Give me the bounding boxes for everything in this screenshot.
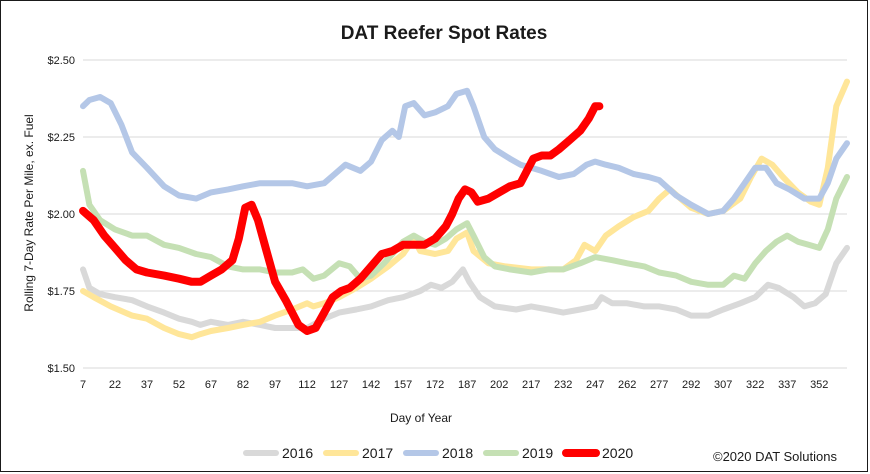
series-lines bbox=[79, 78, 850, 341]
x-tick-label: 7 bbox=[80, 379, 86, 391]
chart-title: DAT Reefer Spot Rates bbox=[341, 23, 548, 44]
x-tick-label: 52 bbox=[173, 379, 185, 391]
series-line-2017 bbox=[80, 78, 850, 341]
series-line-2018 bbox=[80, 87, 850, 217]
x-tick-label: 67 bbox=[205, 379, 217, 391]
x-tick-label: 232 bbox=[554, 379, 572, 391]
legend-label-2019: 2019 bbox=[522, 445, 553, 461]
y-tick-label: $2.00 bbox=[47, 209, 75, 221]
x-tick-labels: 7 22 37 52 67 82 97 112 127 142 157 172 187 202 217 232… bbox=[80, 379, 828, 391]
series-line-2020 bbox=[79, 102, 604, 335]
legend-label-2017: 2017 bbox=[362, 445, 393, 461]
x-tick-label: 82 bbox=[237, 379, 249, 391]
y-tick-label: $2.50 bbox=[47, 55, 75, 67]
x-tick-label: 112 bbox=[298, 379, 316, 391]
x-tick-label: 22 bbox=[109, 379, 121, 391]
x-tick-label: 97 bbox=[269, 379, 281, 391]
y-tick-label: $1.50 bbox=[47, 363, 75, 375]
y-axis-label: Rolling 7-Day Rate Per Mile, ex. Fuel bbox=[22, 114, 36, 311]
y-tick-label: $1.75 bbox=[47, 286, 75, 298]
legend-label-2016: 2016 bbox=[282, 445, 313, 461]
y-tick-labels: $1.50 $1.75 $2.00 $2.25 $2.50 bbox=[47, 55, 75, 375]
y-tick-label: $2.25 bbox=[47, 132, 75, 144]
x-tick-label: 142 bbox=[362, 379, 380, 391]
legend-label-2020: 2020 bbox=[602, 445, 633, 461]
y-gridlines bbox=[83, 59, 847, 369]
x-tick-label: 157 bbox=[394, 379, 412, 391]
x-tick-label: 202 bbox=[490, 379, 508, 391]
x-tick-label: 247 bbox=[586, 379, 604, 391]
legend: 2016 2017 2018 2019 2020 bbox=[243, 445, 633, 461]
legend-label-2018: 2018 bbox=[442, 445, 473, 461]
x-tick-label: 322 bbox=[746, 379, 764, 391]
x-axis-label: Day of Year bbox=[390, 411, 452, 425]
x-tick-label: 352 bbox=[810, 379, 828, 391]
copyright-note: ©2020 DAT Solutions bbox=[713, 449, 838, 464]
x-tick-label: 187 bbox=[458, 379, 476, 391]
x-tick-label: 37 bbox=[141, 379, 153, 391]
x-tick-label: 172 bbox=[426, 379, 444, 391]
x-tick-label: 127 bbox=[330, 379, 348, 391]
x-tick-label: 292 bbox=[682, 379, 700, 391]
series-line-2016 bbox=[80, 244, 850, 331]
x-tick-label: 262 bbox=[618, 379, 636, 391]
x-tick-label: 307 bbox=[714, 379, 732, 391]
x-tick-label: 277 bbox=[650, 379, 668, 391]
x-tick-label: 217 bbox=[522, 379, 540, 391]
x-tick-label: 337 bbox=[778, 379, 796, 391]
